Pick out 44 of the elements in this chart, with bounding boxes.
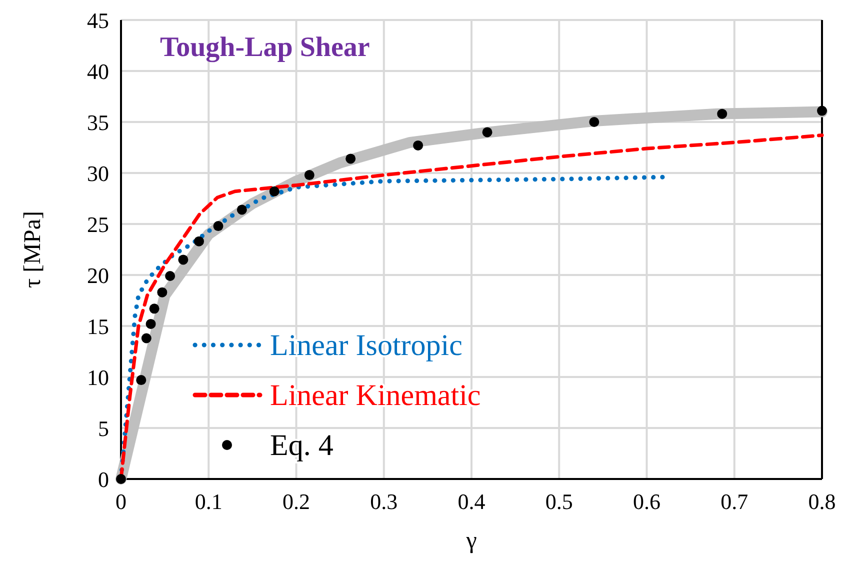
point — [482, 127, 492, 138]
legend-label: Eq. 4 — [270, 429, 334, 462]
chart-title: Tough-Lap Shear — [160, 32, 370, 63]
point — [717, 108, 728, 119]
point — [116, 474, 126, 484]
point — [269, 186, 280, 196]
point — [194, 236, 204, 246]
y-axis-title: τ [MPa] — [20, 211, 46, 288]
point — [141, 333, 152, 344]
x-tick-label: 0.4 — [458, 489, 486, 514]
point — [213, 221, 224, 232]
point — [146, 318, 156, 329]
x-tick-label: 0.1 — [194, 489, 222, 514]
point — [413, 140, 424, 150]
y-tick-label: 10 — [87, 365, 109, 390]
y-tick-label: 25 — [87, 212, 109, 237]
point — [149, 304, 160, 314]
x-tick-label: 0 — [116, 489, 126, 514]
point — [346, 154, 356, 164]
x-tick-label: 0.3 — [370, 489, 398, 514]
point — [178, 254, 188, 265]
x-tick-label: 0.6 — [633, 489, 660, 514]
point — [817, 106, 827, 116]
point — [165, 271, 176, 282]
point — [589, 117, 600, 127]
x-axis-title: γ — [465, 528, 478, 554]
point — [157, 287, 168, 298]
y-tick-label: 5 — [98, 416, 109, 441]
y-tick-label: 45 — [87, 8, 109, 33]
x-tick-label: 0.5 — [545, 489, 573, 514]
x-tick-label: 0.2 — [282, 489, 310, 514]
y-tick-label: 0 — [98, 467, 109, 492]
y-tick-label: 30 — [87, 161, 109, 186]
x-tick-label: 0.7 — [720, 489, 748, 514]
legend-label: Linear Isotropic — [270, 329, 462, 362]
legend-label: Linear Kinematic — [270, 379, 481, 412]
y-tick-label: 40 — [87, 59, 109, 84]
y-tick-label: 15 — [87, 314, 109, 339]
y-tick-label: 20 — [87, 263, 109, 288]
point — [236, 204, 247, 215]
y-tick-label: 35 — [87, 110, 109, 135]
point — [304, 170, 314, 180]
x-tick-label: 0.8 — [808, 489, 836, 514]
point — [136, 375, 146, 386]
